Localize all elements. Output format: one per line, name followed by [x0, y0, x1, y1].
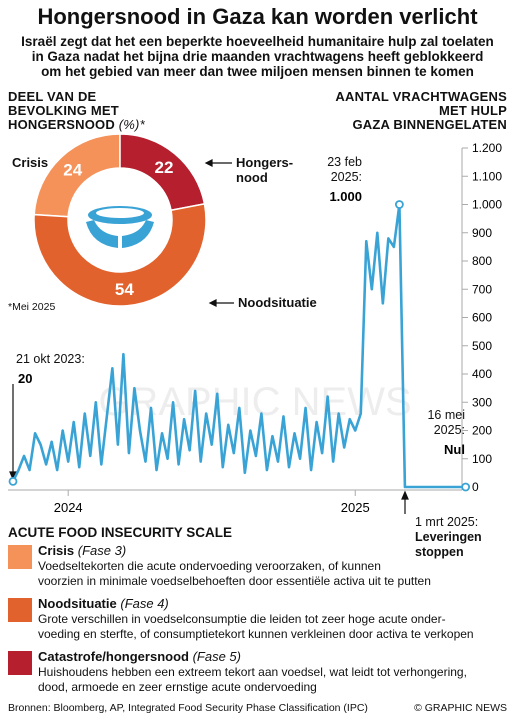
- value-label: Nul: [444, 442, 465, 457]
- legend-phase: (Fase 3): [77, 543, 127, 558]
- legend-heading: Noodsituatie (Fase 4): [38, 596, 169, 611]
- legend-description: Voedseltekorten die acute ondervoeding v…: [38, 559, 431, 588]
- annotation: 23 feb 2025:: [327, 155, 362, 184]
- legend-description: Huishoudens hebben een extreem tekort aa…: [38, 665, 467, 694]
- donut-label: Crisis: [12, 155, 49, 170]
- y-tick-label: 600: [472, 311, 492, 325]
- series-line: [11, 203, 466, 489]
- y-tick-label: 800: [472, 254, 492, 268]
- y-tick-label: 500: [472, 339, 492, 353]
- donut-label: Hongers- nood: [236, 155, 294, 185]
- donut-title: DEEL VAN DE BEVOLKING MET HONGERSNOOD: [8, 89, 119, 132]
- y-tick-label: 0: [472, 480, 479, 494]
- x-tick-label: 2025: [341, 500, 370, 515]
- legend-description: Grote verschillen in voedselconsumptie d…: [38, 612, 474, 641]
- donut-value: 24: [63, 161, 82, 180]
- annotation: 16 mei 2025:: [427, 408, 465, 437]
- sources: Bronnen: Bloomberg, AP, Integrated Food …: [8, 702, 368, 714]
- value-label: 20: [18, 371, 32, 386]
- point-marker: [394, 200, 404, 209]
- footnote: *Mei 2025: [8, 301, 56, 313]
- aid-icon: [86, 206, 154, 248]
- legend-swatch: [8, 598, 32, 622]
- credit: © GRAPHIC NEWS: [414, 702, 507, 714]
- subtitle: Israël zegt dat het een beperkte hoeveel…: [21, 34, 494, 79]
- value-label: 1.000: [329, 189, 362, 204]
- donut-label: Noodsituatie: [238, 295, 317, 310]
- x-tick-label: 2024: [54, 500, 83, 515]
- y-tick-label: 400: [472, 367, 492, 381]
- legend-phase: (Fase 4): [120, 596, 169, 611]
- y-tick-label: 700: [472, 282, 492, 296]
- annotation: 21 okt 2023:: [16, 352, 85, 366]
- scale-title: ACUTE FOOD INSECURITY SCALE: [8, 525, 233, 540]
- y-tick-label: 1.200: [472, 141, 502, 155]
- y-tick-label: 1.100: [472, 169, 502, 183]
- line-title: AANTAL VRACHTWAGENS MET HULP GAZA BINNEN…: [335, 89, 507, 132]
- legend-name: Crisis: [38, 543, 75, 558]
- donut-value: 54: [115, 280, 134, 299]
- watermark: GRAPHIC NEWS: [98, 380, 411, 424]
- legend-name: Noodsituatie: [38, 596, 117, 611]
- legend-swatch: [8, 651, 32, 675]
- y-tick-label: 300: [472, 395, 492, 409]
- title: Hongersnood in Gaza kan worden verlicht: [37, 4, 478, 29]
- donut-segment: [33, 203, 207, 307]
- y-tick-label: 1.000: [472, 198, 502, 212]
- legend-swatch: [8, 545, 32, 569]
- annotation: Leveringen stoppen: [415, 530, 482, 559]
- donut-unit: (%)*: [118, 117, 145, 132]
- donut-heading: DEEL VAN DE BEVOLKING MET HONGERSNOOD (%…: [8, 90, 145, 132]
- legend-name: Catastrofe/hongersnood: [38, 649, 189, 664]
- y-tick-label: 200: [472, 424, 492, 438]
- legend-heading: Crisis (Fase 3): [38, 543, 126, 558]
- legend-heading: Catastrofe/hongersnood (Fase 5): [38, 649, 241, 664]
- y-tick-label: 100: [472, 452, 492, 466]
- y-tick-label: 900: [472, 226, 492, 240]
- point-marker: [8, 476, 18, 486]
- legend-phase: (Fase 5): [192, 649, 241, 664]
- annotation: 1 mrt 2025:: [415, 515, 479, 529]
- donut-value: 22: [155, 158, 174, 177]
- label-arrows: [9, 159, 409, 514]
- point-marker: [461, 482, 471, 492]
